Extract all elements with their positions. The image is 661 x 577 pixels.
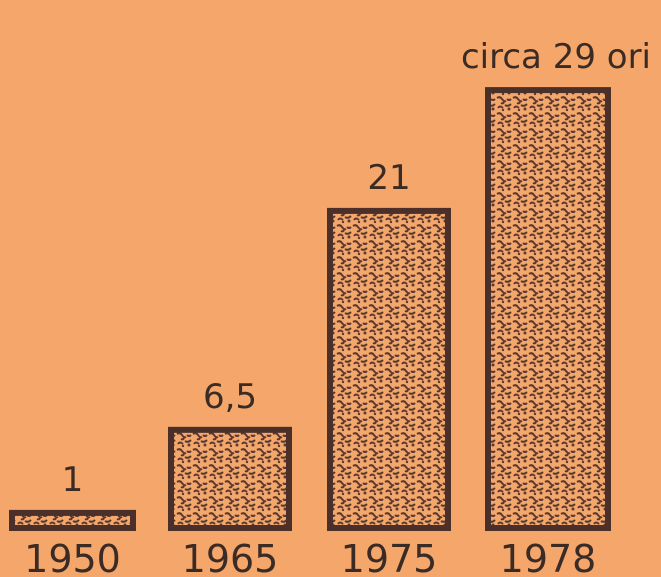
bar-1978	[485, 87, 611, 531]
bar-1965	[168, 426, 292, 532]
bar-1975	[327, 207, 451, 531]
value-label-1950: 1	[62, 460, 84, 500]
category-label-1965: 1965	[182, 537, 279, 577]
value-label-1978: circa 29 ori	[461, 37, 651, 77]
bars-group	[9, 87, 611, 532]
category-label-1950: 1950	[24, 537, 121, 577]
category-labels-group: 1950 1965 1975 1978	[24, 537, 596, 577]
category-label-1975: 1975	[341, 537, 438, 577]
value-label-1975: 21	[367, 158, 410, 198]
bar-1950	[9, 509, 136, 532]
category-label-1978: 1978	[500, 537, 597, 577]
value-label-1965: 6,5	[203, 377, 257, 417]
value-labels-group: 1 6,5 21 circa 29 ori	[62, 37, 651, 500]
